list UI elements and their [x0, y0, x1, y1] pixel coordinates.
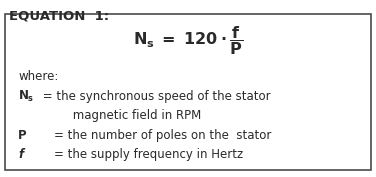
Text: f: f — [18, 148, 23, 161]
Text: = the supply frequency in Hertz: = the supply frequency in Hertz — [39, 148, 244, 161]
Text: = the number of poles on the  stator: = the number of poles on the stator — [39, 129, 272, 142]
Text: = the synchronous speed of the stator: = the synchronous speed of the stator — [39, 90, 271, 103]
Text: $\mathbf{N_s}$: $\mathbf{N_s}$ — [18, 89, 35, 104]
Text: EQUATION  1:: EQUATION 1: — [9, 10, 109, 23]
Text: $\mathbf{N_s\ =\ 120 \cdot \dfrac{f}{P}}$: $\mathbf{N_s\ =\ 120 \cdot \dfrac{f}{P}}… — [133, 24, 243, 57]
Text: where:: where: — [18, 70, 58, 84]
Text: P: P — [18, 129, 27, 142]
Text: magnetic field in RPM: magnetic field in RPM — [39, 109, 202, 122]
